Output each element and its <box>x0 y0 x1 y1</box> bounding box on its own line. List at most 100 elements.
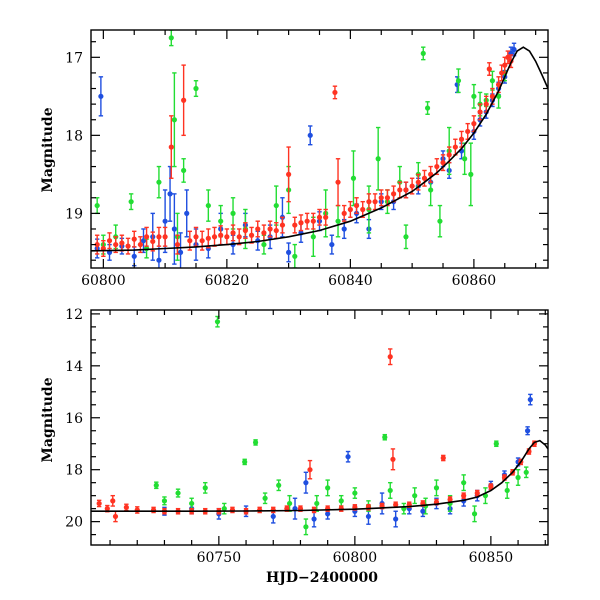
data-point <box>273 202 279 209</box>
data-point <box>255 226 261 232</box>
data-point <box>193 234 199 240</box>
data-point <box>310 234 316 240</box>
y-tick-label: 17 <box>65 50 83 66</box>
data-point <box>524 428 531 434</box>
y-tick-label: 19 <box>65 206 83 222</box>
data-series-2 <box>94 50 514 257</box>
data-point <box>458 136 465 142</box>
data-point <box>303 524 309 530</box>
data-point <box>168 144 174 150</box>
data-point <box>523 469 529 475</box>
data-point <box>468 171 474 177</box>
x-tick-label: 60820 <box>205 273 250 289</box>
data-point <box>193 85 199 92</box>
data-point <box>493 441 499 447</box>
data-point <box>465 128 471 135</box>
data-point <box>261 241 267 248</box>
data-point <box>171 117 177 123</box>
data-point <box>347 206 353 213</box>
y-tick-label: 16 <box>65 411 83 427</box>
data-point <box>184 210 190 216</box>
top-light-curve-panel: 60800 60820 60840 60860 17 18 19 <box>65 29 549 289</box>
data-point <box>421 175 428 181</box>
data-point <box>366 199 372 205</box>
y-tick-label: 12 <box>65 307 83 323</box>
data-point <box>187 238 193 244</box>
data-point <box>393 516 399 522</box>
data-point <box>384 195 391 201</box>
data-point <box>304 218 310 224</box>
data-point <box>174 241 181 248</box>
data-point <box>486 66 492 72</box>
data-point <box>221 506 227 512</box>
data-point <box>181 167 187 174</box>
data-point <box>341 210 347 216</box>
data-point <box>286 249 292 255</box>
data-point <box>393 502 399 508</box>
data-point <box>397 187 403 193</box>
data-point <box>499 70 505 76</box>
data-point <box>515 474 521 481</box>
data-point <box>94 241 100 248</box>
data-point <box>461 480 467 486</box>
plot-area <box>91 30 548 268</box>
data-point <box>420 508 426 514</box>
plot-frame <box>90 309 549 546</box>
data-point <box>440 455 446 461</box>
data-point <box>270 513 276 520</box>
data-point <box>452 144 458 150</box>
data-point <box>112 513 119 520</box>
data-point <box>527 396 533 403</box>
data-point <box>325 485 331 491</box>
data-point <box>202 485 208 491</box>
data-point <box>335 179 341 185</box>
data-point <box>150 238 156 245</box>
data-point <box>495 82 502 88</box>
data-point <box>279 222 286 228</box>
data-point <box>461 493 467 499</box>
data-point <box>199 238 205 244</box>
x-tick-label: 60860 <box>452 273 497 289</box>
y-tick-label: 18 <box>65 128 83 144</box>
y-tick-label: 20 <box>65 515 83 531</box>
data-point <box>230 230 236 236</box>
data-point <box>353 202 360 209</box>
data-point <box>205 202 211 209</box>
data-point <box>218 232 224 238</box>
data-point <box>119 240 125 246</box>
data-point <box>156 179 162 185</box>
data-point <box>409 183 415 189</box>
data-point <box>162 218 168 224</box>
data-point <box>352 490 358 496</box>
data-point <box>161 498 168 504</box>
data-point <box>261 230 267 236</box>
data-point <box>505 54 511 60</box>
data-point <box>412 493 418 499</box>
data-series-1 <box>153 315 529 536</box>
data-point <box>123 504 129 510</box>
data-point <box>242 227 248 234</box>
data-point <box>378 195 384 201</box>
model-curve <box>91 46 548 252</box>
data-point <box>242 459 248 465</box>
data-point <box>156 257 162 263</box>
data-point <box>488 483 494 490</box>
data-point <box>338 498 344 504</box>
data-point <box>391 191 397 197</box>
x-tick-label: 60800 <box>81 273 126 289</box>
data-point <box>446 152 452 158</box>
data-point <box>375 156 381 162</box>
y-tick-label: 14 <box>65 359 83 375</box>
data-point <box>167 191 173 197</box>
data-point <box>236 234 242 240</box>
data-point <box>267 226 273 232</box>
bottom-y-axis-title: Magnitude <box>40 377 56 462</box>
data-point <box>483 101 489 107</box>
data-point <box>205 235 211 241</box>
data-point <box>420 50 426 57</box>
data-point <box>189 500 195 507</box>
data-point <box>307 467 313 473</box>
x-tick-label: 60750 <box>197 550 242 566</box>
data-point <box>211 234 218 240</box>
